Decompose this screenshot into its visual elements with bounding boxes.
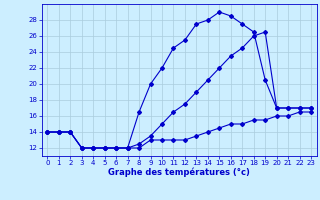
X-axis label: Graphe des températures (°c): Graphe des températures (°c) <box>108 168 250 177</box>
